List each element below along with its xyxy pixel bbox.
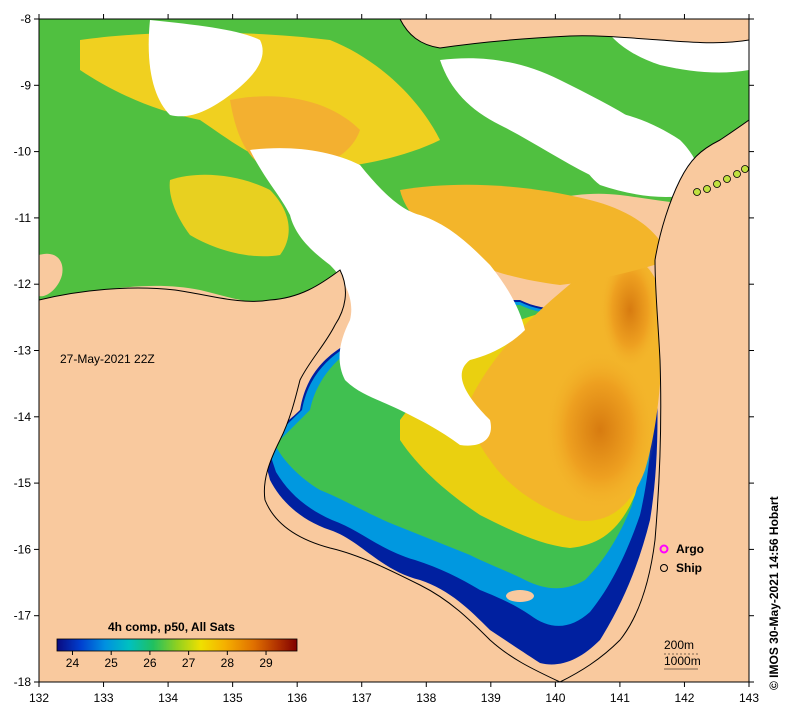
png-coast	[400, 19, 749, 48]
ship-marker	[693, 188, 701, 196]
cloud-east	[569, 109, 699, 197]
island-south	[506, 590, 534, 602]
colorbar-tick-label: 26	[143, 656, 157, 670]
y-axis: -8 -9 -10 -11 -12 -13 -14 -15 -16 -17 -18	[14, 12, 754, 689]
colorbar-title: 4h comp, p50, All Sats	[108, 620, 235, 634]
coastline-arnhem	[39, 269, 561, 682]
contour-200-label: 200m	[664, 638, 694, 652]
x-tick-label: 142	[674, 691, 694, 705]
ship-markers	[693, 165, 749, 196]
y-tick-label: -14	[14, 410, 32, 424]
x-tick-label: 136	[287, 691, 307, 705]
colorbar-tick-label: 24	[66, 656, 80, 670]
warm-core-2	[600, 250, 660, 370]
warm-core-1	[545, 350, 655, 510]
cloud-central	[250, 148, 525, 446]
colorbar-legend: 4h comp, p50, All Sats 24 25 26 27 28 29	[56, 620, 298, 670]
colorbar-tick-label: 27	[182, 656, 196, 670]
ship-marker	[723, 175, 731, 183]
ship-label: Ship	[676, 561, 702, 575]
colorbar	[56, 638, 298, 652]
x-tick-label: 138	[416, 691, 436, 705]
y-tick-label: -15	[14, 476, 32, 490]
y-tick-label: -13	[14, 344, 32, 358]
x-tick-label: 134	[158, 691, 178, 705]
x-axis: 132 133 134 135 136 137 138 139 140 141 142 143	[29, 14, 759, 705]
marker-legend: Argo Ship	[659, 542, 704, 575]
contour-legend: 200m 1000m	[664, 638, 701, 670]
colorbar-tick-label: 29	[259, 656, 273, 670]
x-tick-label: 135	[223, 691, 243, 705]
ship-marker	[713, 180, 721, 188]
y-tick-label: -9	[20, 78, 31, 92]
west-water-yellow	[169, 174, 289, 257]
x-tick-label: 139	[481, 691, 501, 705]
x-tick-label: 132	[29, 691, 49, 705]
colorbar-tick-label: 28	[221, 656, 235, 670]
x-tick-label: 140	[545, 691, 565, 705]
sst-field	[39, 19, 749, 682]
cloud-north	[148, 20, 263, 117]
argo-marker-icon	[659, 544, 669, 554]
x-tick-label: 133	[94, 691, 114, 705]
ship-marker	[703, 185, 711, 193]
island-west	[39, 253, 63, 297]
colorbar-tick-label: 25	[105, 656, 119, 670]
ship-marker	[733, 170, 741, 178]
y-tick-label: -16	[14, 542, 32, 556]
cape-york-land	[560, 120, 749, 682]
y-tick-label: -12	[14, 277, 32, 291]
colorbar-ticks: 24 25 26 27 28 29	[66, 651, 273, 670]
coastline-png	[399, 19, 749, 49]
contour-1000-label: 1000m	[664, 654, 701, 668]
coastline-cape-york	[559, 119, 749, 682]
argo-label: Argo	[676, 542, 704, 556]
x-tick-label: 143	[739, 691, 759, 705]
ship-marker	[741, 165, 749, 173]
y-tick-label: -10	[14, 145, 32, 159]
y-tick-label: -11	[15, 211, 32, 225]
arnhem-land	[39, 270, 560, 682]
date-label: 27-May-2021 22Z	[60, 352, 155, 366]
x-tick-label: 137	[352, 691, 372, 705]
credit-label: © IMOS 30-May-2021 14:56 Hobart	[767, 496, 781, 690]
y-tick-label: -18	[14, 675, 32, 689]
y-tick-label: -17	[14, 609, 32, 623]
y-tick-label: -8	[20, 12, 31, 26]
ship-marker-icon	[660, 564, 668, 572]
x-tick-label: 141	[610, 691, 630, 705]
